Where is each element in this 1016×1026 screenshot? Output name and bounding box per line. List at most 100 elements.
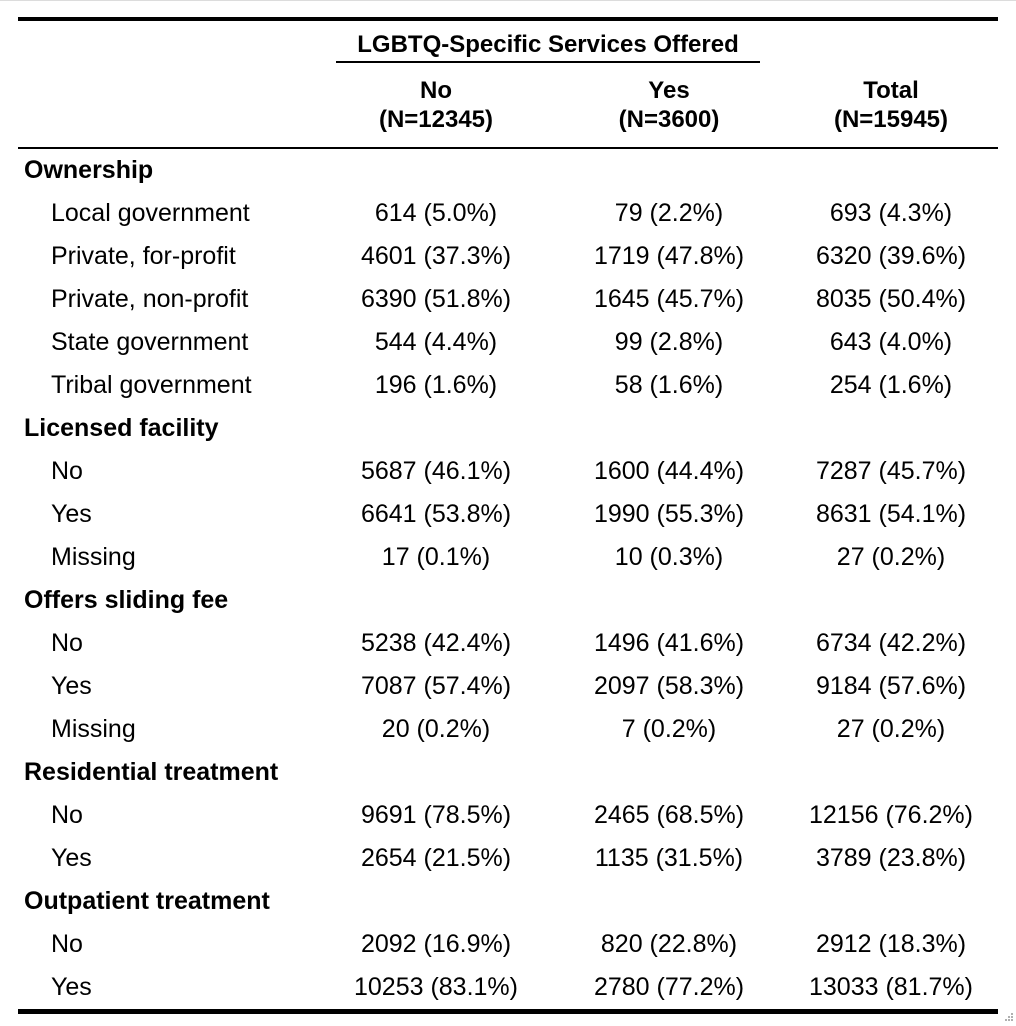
row-label: Tribal government	[51, 371, 252, 399]
group-title: Outpatient treatment	[24, 887, 270, 915]
table-row: Local government 614 (5.0%) 79 (2.2%) 693 (…	[18, 192, 998, 235]
row-label: No	[51, 801, 83, 829]
row-label: Yes	[51, 672, 92, 700]
cell-yes: 2780 (77.2%)	[593, 973, 745, 1001]
column-header-label: No	[420, 77, 452, 104]
summary-table: LGBTQ-Specific Services Offered No (N=12…	[18, 17, 998, 1014]
cell-no: 4601 (37.3%)	[360, 242, 512, 270]
cell-yes: 58 (1.6%)	[614, 371, 724, 399]
table-body: Ownership Local government 614 (5.0%) 79 (2…	[18, 149, 998, 1009]
cell-no: 6641 (53.8%)	[360, 500, 512, 528]
cell-total: 6320 (39.6%)	[815, 242, 967, 270]
cell-total: 643 (4.0%)	[829, 328, 953, 356]
spanner-label: LGBTQ-Specific Services Offered	[357, 31, 739, 58]
row-label: State government	[51, 328, 249, 356]
cell-no: 2092 (16.9%)	[360, 930, 512, 958]
table-row: Yes 7087 (57.4%) 2097 (58.3%) 9184 (57.6%)	[18, 665, 998, 708]
row-label: Yes	[51, 844, 92, 872]
group-title: Offers sliding fee	[24, 586, 229, 614]
cell-total: 27 (0.2%)	[836, 715, 946, 743]
group-title: Residential treatment	[24, 758, 279, 786]
cell-no: 17 (0.1%)	[381, 543, 491, 571]
column-header-n: (N=12345)	[378, 106, 494, 133]
group-title: Ownership	[24, 156, 154, 184]
row-label: Local government	[51, 199, 250, 227]
cell-total: 13033 (81.7%)	[808, 973, 973, 1001]
group-header-row: Outpatient treatment	[18, 880, 998, 923]
table-row: Yes 10253 (83.1%) 2780 (77.2%) 13033 (81.7%…	[18, 966, 998, 1009]
spanner-underline	[336, 61, 760, 63]
cell-total: 9184 (57.6%)	[815, 672, 967, 700]
cell-total: 693 (4.3%)	[829, 199, 953, 227]
column-header-yes: Yes (N=3600)	[569, 76, 769, 134]
cell-no: 544 (4.4%)	[374, 328, 498, 356]
row-label: No	[51, 629, 83, 657]
cell-yes: 79 (2.2%)	[614, 199, 724, 227]
cell-yes: 1645 (45.7%)	[593, 285, 745, 313]
header-bottom-rule	[18, 147, 998, 149]
group-header-row: Residential treatment	[18, 751, 998, 794]
table-row: Missing 17 (0.1%) 10 (0.3%) 27 (0.2%)	[18, 536, 998, 579]
cell-yes: 820 (22.8%)	[600, 930, 738, 958]
cell-no: 5687 (46.1%)	[360, 457, 512, 485]
column-header-no: No (N=12345)	[336, 76, 536, 134]
cell-total: 7287 (45.7%)	[815, 457, 967, 485]
table-row: Private, for-profit 4601 (37.3%) 1719 (47.…	[18, 235, 998, 278]
cell-yes: 2465 (68.5%)	[593, 801, 745, 829]
cell-no: 2654 (21.5%)	[360, 844, 512, 872]
column-header-n: (N=3600)	[618, 106, 720, 133]
cell-no: 20 (0.2%)	[381, 715, 491, 743]
cell-total: 8035 (50.4%)	[815, 285, 967, 313]
cell-yes: 7 (0.2%)	[621, 715, 717, 743]
table-row: No 9691 (78.5%) 2465 (68.5%) 12156 (76.2%)	[18, 794, 998, 837]
cell-no: 7087 (57.4%)	[360, 672, 512, 700]
cell-no: 9691 (78.5%)	[360, 801, 512, 829]
spanner-header-row: LGBTQ-Specific Services Offered	[18, 21, 998, 65]
cell-total: 3789 (23.8%)	[815, 844, 967, 872]
group-header-row: Offers sliding fee	[18, 579, 998, 622]
cell-yes: 1990 (55.3%)	[593, 500, 745, 528]
group-header-row: Licensed facility	[18, 407, 998, 450]
row-label: Missing	[51, 543, 136, 571]
cell-no: 10253 (83.1%)	[353, 973, 518, 1001]
group-title: Licensed facility	[24, 414, 219, 442]
column-header-total: Total (N=15945)	[791, 76, 991, 134]
cell-total: 12156 (76.2%)	[808, 801, 973, 829]
column-header-row: No (N=12345) Yes (N=3600) Total (N=15945…	[18, 65, 998, 147]
cell-total: 27 (0.2%)	[836, 543, 946, 571]
cell-no: 6390 (51.8%)	[360, 285, 512, 313]
cell-yes: 1135 (31.5%)	[594, 844, 744, 872]
cell-no: 196 (1.6%)	[374, 371, 498, 399]
table-top-rule	[18, 17, 998, 21]
table-row: State government 544 (4.4%) 99 (2.8%) 643 (…	[18, 321, 998, 364]
resize-grip-icon[interactable]	[1000, 1010, 1014, 1024]
cell-yes: 99 (2.8%)	[614, 328, 724, 356]
row-label: Missing	[51, 715, 136, 743]
table-bottom-rule	[18, 1009, 998, 1014]
table-row: Yes 2654 (21.5%) 1135 (31.5%) 3789 (23.8%)	[18, 837, 998, 880]
cell-no: 614 (5.0%)	[374, 199, 498, 227]
row-label: Private, for-profit	[51, 242, 236, 270]
table-row: Tribal government 196 (1.6%) 58 (1.6%) 254 …	[18, 364, 998, 407]
row-label: Private, non-profit	[51, 285, 249, 313]
cell-yes: 10 (0.3%)	[614, 543, 724, 571]
table-row: No 5238 (42.4%) 1496 (41.6%) 6734 (42.2%)	[18, 622, 998, 665]
row-label: Yes	[51, 973, 92, 1001]
row-label: Yes	[51, 500, 92, 528]
table-row: Missing 20 (0.2%) 7 (0.2%) 27 (0.2%)	[18, 708, 998, 751]
table-row: No 2092 (16.9%) 820 (22.8%) 2912 (18.3%)	[18, 923, 998, 966]
column-header-n: (N=15945)	[833, 106, 949, 133]
window-top-border	[0, 0, 1016, 1]
table-row: No 5687 (46.1%) 1600 (44.4%) 7287 (45.7%)	[18, 450, 998, 493]
column-header-label: Total	[863, 77, 919, 104]
cell-yes: 2097 (58.3%)	[593, 672, 745, 700]
table-row: Private, non-profit 6390 (51.8%) 1645 (45.…	[18, 278, 998, 321]
cell-total: 8631 (54.1%)	[815, 500, 967, 528]
table-row: Yes 6641 (53.8%) 1990 (55.3%) 8631 (54.1%)	[18, 493, 998, 536]
row-label: No	[51, 930, 83, 958]
cell-total: 6734 (42.2%)	[815, 629, 967, 657]
cell-no: 5238 (42.4%)	[360, 629, 512, 657]
column-header-label: Yes	[648, 77, 690, 104]
cell-yes: 1600 (44.4%)	[593, 457, 745, 485]
row-label: No	[51, 457, 83, 485]
